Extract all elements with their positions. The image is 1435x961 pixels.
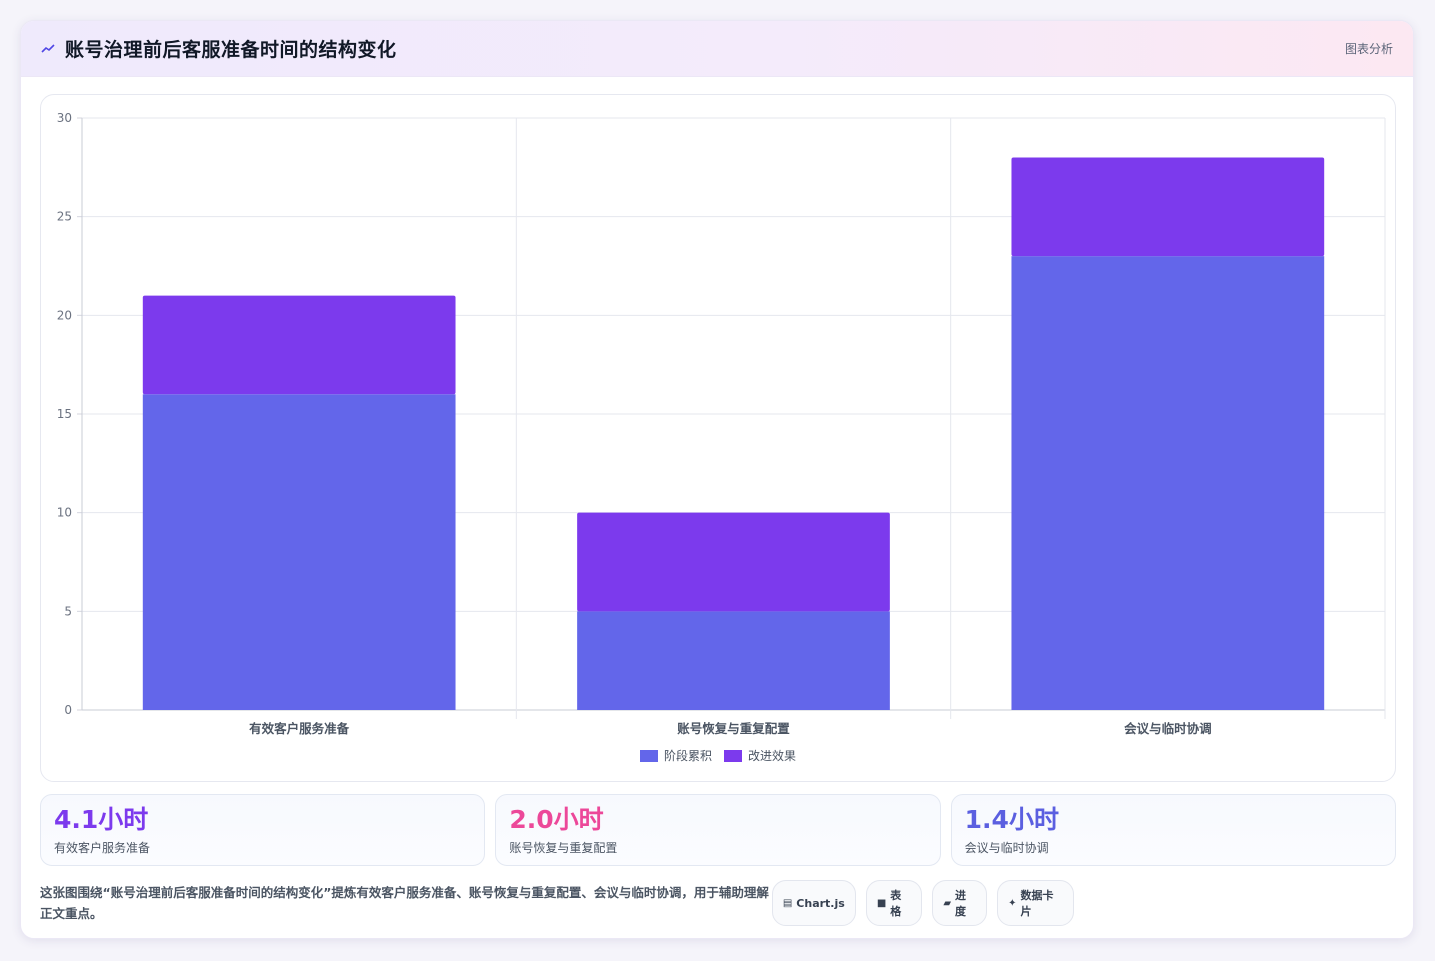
- legend-label-stage: 阶段累积: [663, 749, 712, 763]
- bar-segment: [577, 512, 890, 612]
- y-tick-label: 0: [64, 703, 72, 717]
- bar-segment: [1011, 256, 1325, 710]
- legend-item-stage[interactable]: 阶段累积: [639, 747, 712, 764]
- table-icon: ■: [876, 897, 887, 909]
- stat-cards: 4.1小时 有效客户服务准备 2.0小时 账号恢复与重复配置 1.4小时 会议与…: [40, 794, 1396, 866]
- x-tick-label: 有效客户服务准备: [249, 721, 350, 736]
- stat-card: 1.4小时 会议与临时协调: [950, 794, 1396, 866]
- card-footer: 这张图围绕“账号治理前后客服准备时间的结构变化”提炼有效客户服务准备、账号恢复与…: [40, 880, 1396, 926]
- stat-value: 1.4小时: [964, 805, 1059, 834]
- y-tick-label: 10: [57, 506, 72, 520]
- chip-data-card[interactable]: ✦ 数据卡片: [997, 880, 1074, 926]
- x-tick-label: 账号恢复与重复配置: [677, 721, 790, 736]
- chart-legend: 阶段累积 改进效果: [41, 747, 1395, 764]
- x-tick-label: 会议与临时协调: [1124, 721, 1212, 736]
- bar-segment: [142, 394, 456, 710]
- sparkle-icon: ✦: [1008, 897, 1017, 909]
- chip-chartjs[interactable]: ▤ Chart.js: [771, 880, 856, 926]
- y-tick-label: 5: [64, 604, 72, 618]
- page-title: 账号治理前后客服准备时间的结构变化: [65, 39, 397, 61]
- trend-icon: [41, 43, 55, 53]
- legend-swatch-improve: [724, 749, 742, 762]
- chart-container: 0 5 10 15 20 25 30 有效客户服务准备 账号恢复与重复配置 会议与临时协调 阶段累…: [40, 94, 1396, 782]
- tech-chips: ▤ Chart.js ■ 表格 ▰ 进度 ✦ 数据卡片: [771, 880, 1074, 926]
- chip-progress[interactable]: ▰ 进度: [932, 880, 988, 926]
- legend-swatch-stage: [639, 749, 658, 762]
- stat-card: 4.1小时 有效客户服务准备: [40, 794, 486, 866]
- chip-label: 数据卡片: [1020, 889, 1054, 918]
- y-tick-label: 30: [57, 111, 72, 125]
- chart-icon: ▤: [782, 897, 793, 909]
- chip-label: 表格: [890, 889, 902, 918]
- chart-card: 账号治理前后客服准备时间的结构变化 图表分析 0 5 10 15 20 25 30 有效客户服…: [20, 20, 1414, 939]
- bar-segment: [1011, 157, 1325, 257]
- y-tick-label: 25: [57, 210, 72, 224]
- legend-label-improve: 改进效果: [748, 749, 797, 763]
- stat-label: 账号恢复与重复配置: [509, 841, 618, 855]
- y-tick-label: 15: [57, 407, 72, 421]
- stacked-bar-chart: 0 5 10 15 20 25 30 有效客户服务准备 账号恢复与重复配置 会议与临时协调: [57, 111, 1386, 736]
- y-tick-label: 20: [57, 308, 72, 322]
- stat-label: 会议与临时协调: [964, 841, 1049, 855]
- bar-segment: [577, 611, 890, 710]
- stat-value: 4.1小时: [54, 805, 149, 834]
- chip-table[interactable]: ■ 表格: [865, 880, 923, 926]
- chart-description: 这张图围绕“账号治理前后客服准备时间的结构变化”提炼有效客户服务准备、账号恢复与…: [40, 885, 769, 921]
- legend-item-improve[interactable]: 改进效果: [724, 747, 796, 764]
- stat-label: 有效客户服务准备: [54, 841, 151, 855]
- chip-label: 进度: [955, 889, 967, 918]
- chip-label: Chart.js: [796, 896, 845, 910]
- card-header: 账号治理前后客服准备时间的结构变化 图表分析: [21, 21, 1413, 77]
- bar-segment: [142, 295, 456, 395]
- header-tag: 图表分析: [1344, 42, 1393, 56]
- progress-icon: ▰: [943, 897, 952, 909]
- stat-card: 2.0小时 账号恢复与重复配置: [495, 794, 941, 866]
- stat-value: 2.0小时: [509, 805, 604, 834]
